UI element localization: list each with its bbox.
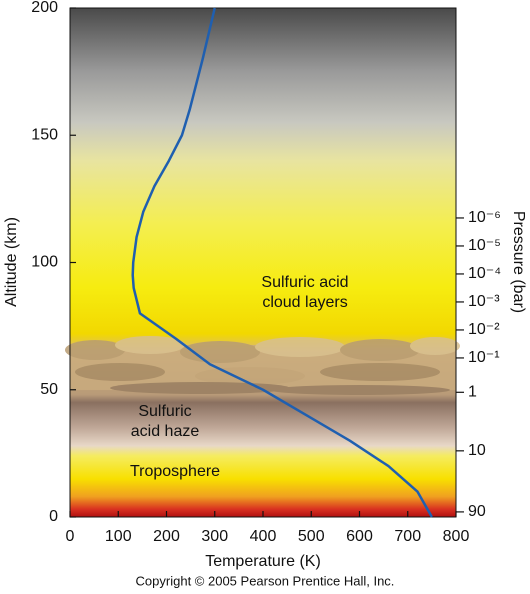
y-tick-label: 100 <box>31 254 58 271</box>
annotation: Troposphere <box>130 463 220 480</box>
y2-tick-label: 10⁻³ <box>468 293 500 310</box>
copyright: Copyright © 2005 Pearson Prentice Hall, … <box>136 573 395 588</box>
atmosphere-background <box>70 8 456 517</box>
x-tick-label: 600 <box>346 528 373 545</box>
temperature-profile <box>131 7 433 518</box>
x-tick-label: 200 <box>153 528 180 545</box>
y-axis-label: Altitude (km) <box>3 217 20 307</box>
y2-axis-label: Pressure (bar) <box>510 211 527 313</box>
y2-tick-label: 90 <box>468 503 486 520</box>
y2-tick-label: 10⁻² <box>468 321 500 338</box>
y-tick-label: 150 <box>31 126 58 143</box>
annotation: Sulfuric acid <box>261 274 348 291</box>
x-axis-label: Temperature (K) <box>205 553 321 570</box>
y2-tick-label: 1 <box>468 384 477 401</box>
y2-tick-label: 10⁻⁴ <box>468 265 501 282</box>
annotation: Sulfuric <box>138 403 191 420</box>
y2-tick-label: 10⁻⁶ <box>468 209 501 226</box>
x-tick-label: 0 <box>66 528 75 545</box>
y-tick-label: 200 <box>31 0 58 16</box>
x-tick-label: 500 <box>298 528 325 545</box>
y2-tick-label: 10⁻⁵ <box>468 237 501 254</box>
x-tick-label: 700 <box>394 528 421 545</box>
x-tick-label: 400 <box>250 528 277 545</box>
x-tick-label: 800 <box>443 528 470 545</box>
y-tick-label: 0 <box>49 508 58 525</box>
annotation: acid haze <box>131 423 200 440</box>
cloud-layer <box>65 336 460 395</box>
y2-tick-label: 10⁻¹ <box>468 349 500 366</box>
x-tick-label: 100 <box>105 528 132 545</box>
y2-tick-label: 10 <box>468 442 486 459</box>
annotation: cloud layers <box>262 294 347 311</box>
x-tick-label: 300 <box>201 528 228 545</box>
y-tick-label: 50 <box>40 381 58 398</box>
